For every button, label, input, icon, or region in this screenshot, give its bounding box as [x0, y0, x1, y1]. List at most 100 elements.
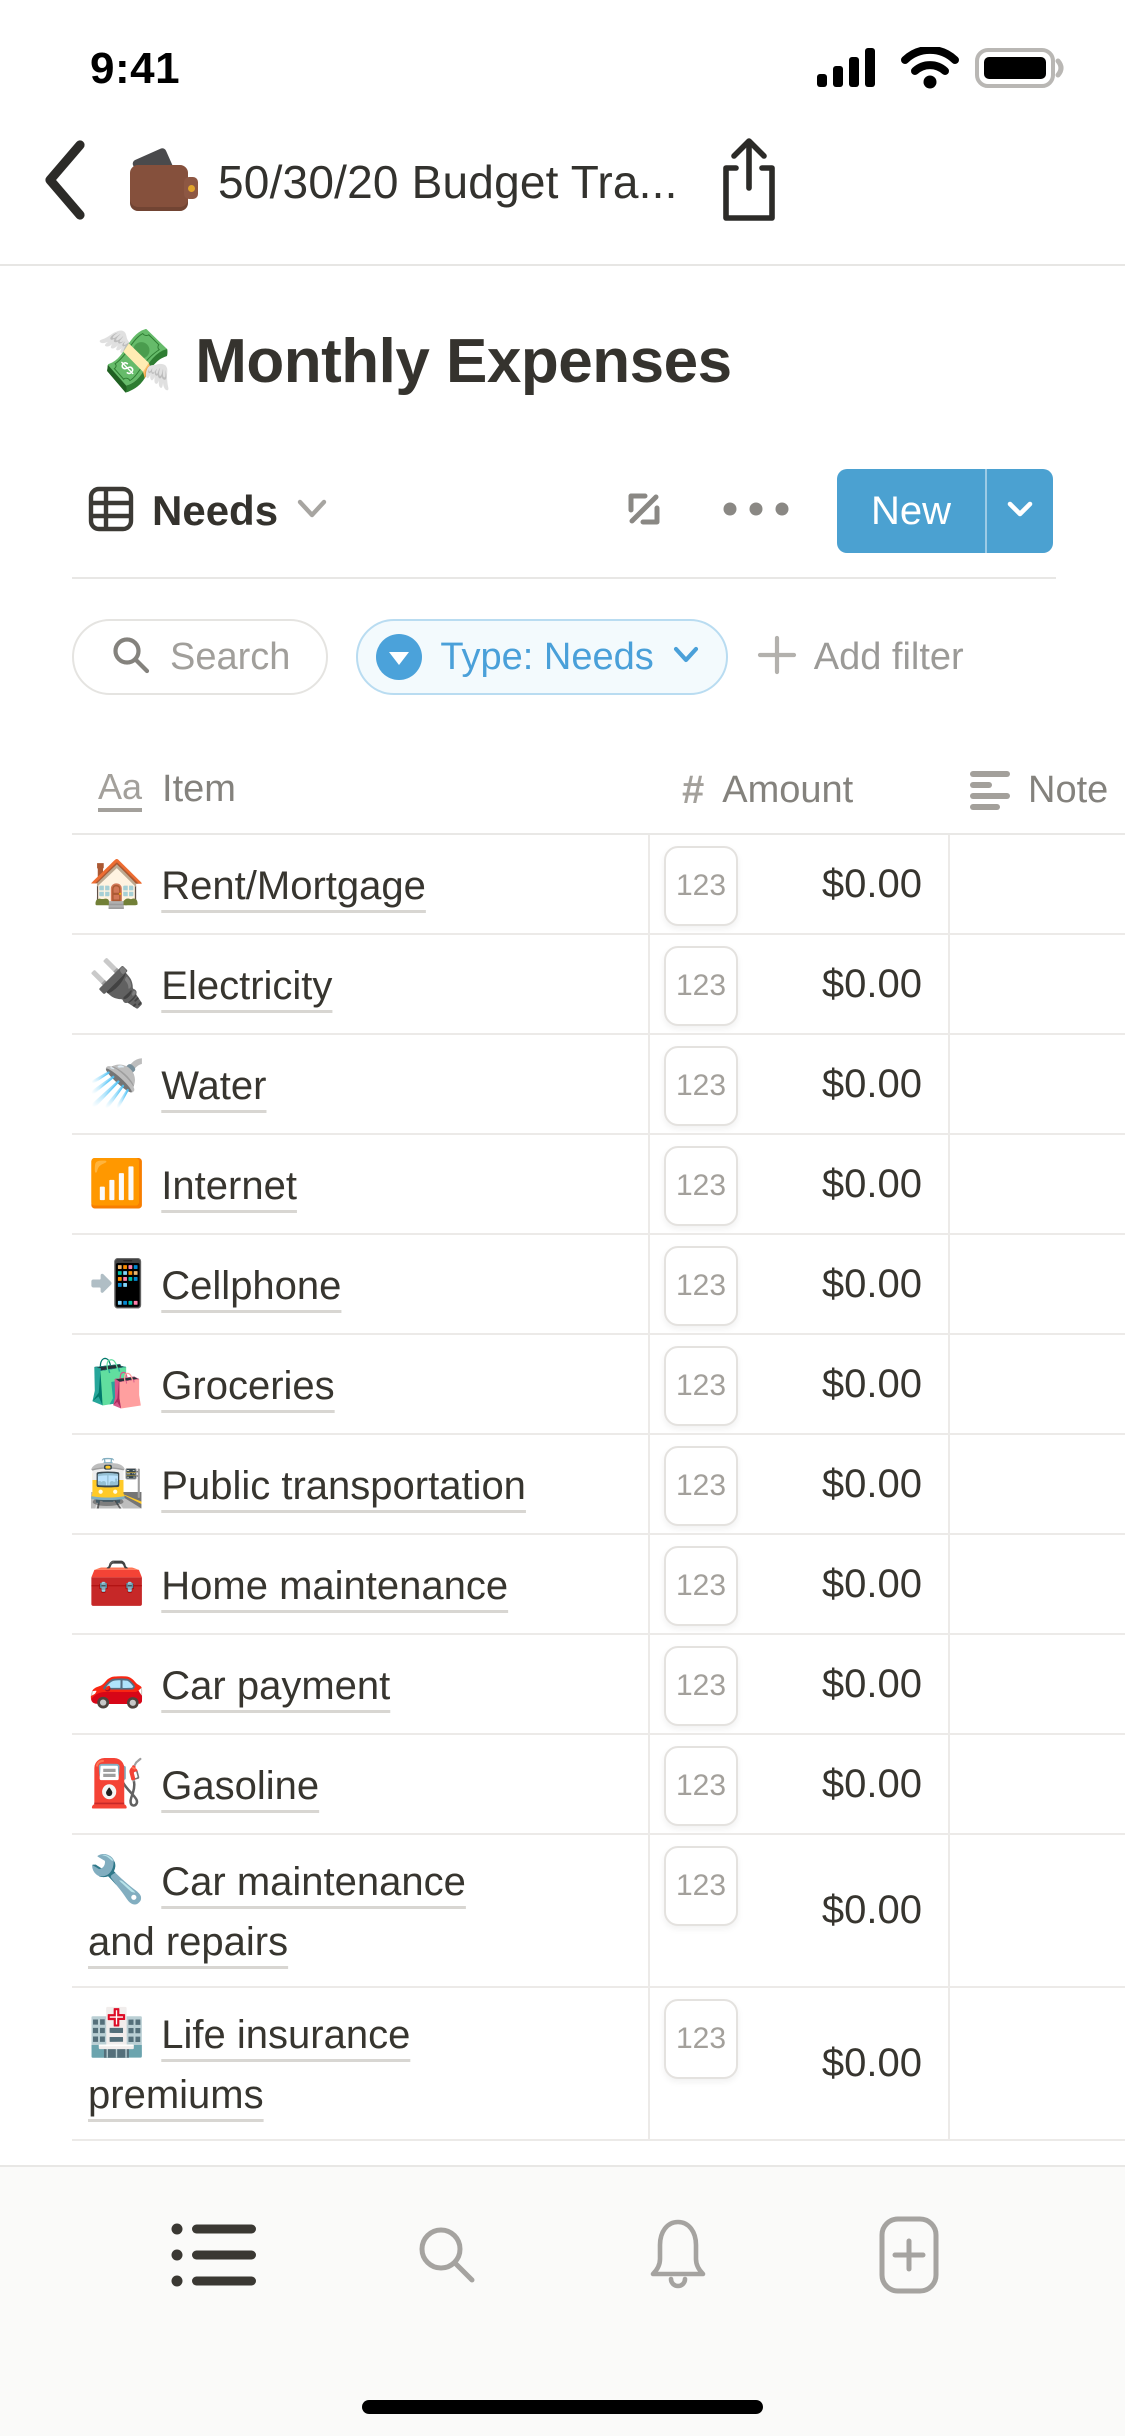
expand-view-button[interactable]: [615, 480, 673, 543]
cellular-signal-icon: [817, 48, 885, 93]
search-field[interactable]: Search: [72, 619, 329, 695]
back-button[interactable]: [40, 132, 110, 232]
note-cell[interactable]: [948, 1835, 1125, 1986]
nav-page-title: 50/30/20 Budget Tra...: [218, 156, 678, 208]
amount-value: $0.00: [821, 1761, 922, 1806]
item-cell[interactable]: 🛍️ Groceries: [72, 1335, 648, 1433]
filter-funnel-icon: [376, 634, 423, 680]
table-row: 🧰 Home maintenance 123 $0.00: [72, 1535, 1125, 1635]
column-label: Amount: [722, 768, 854, 811]
view-name: Needs: [152, 487, 279, 534]
table-row: 🚗 Car payment 123 $0.00: [72, 1635, 1125, 1735]
note-cell[interactable]: [948, 1135, 1125, 1233]
new-button-group: New: [836, 469, 1053, 553]
item-label: Electricity: [161, 963, 333, 1008]
status-bar: 9:41: [0, 0, 1125, 100]
nav-item-notifications[interactable]: [630, 2211, 726, 2303]
item-emoji: 🧰: [88, 1556, 146, 1609]
amount-cell[interactable]: 123 $0.00: [648, 1035, 948, 1133]
item-cell[interactable]: 🚉 Public transportation: [72, 1435, 648, 1533]
item-label: Groceries: [161, 1363, 335, 1408]
column-header-note[interactable]: Note: [948, 769, 1125, 812]
toolbar-divider: [72, 577, 1056, 579]
number-badge: 123: [664, 1746, 738, 1826]
amount-value: $0.00: [821, 1461, 922, 1506]
share-icon: [712, 134, 786, 231]
table-row: ⛽ Gasoline 123 $0.00: [72, 1735, 1125, 1835]
item-label: Life insurance premiums: [88, 2013, 411, 2117]
amount-cell[interactable]: 123 $0.00: [648, 835, 948, 933]
item-cell[interactable]: 🔧 Car maintenance and repairs: [72, 1835, 648, 1986]
note-cell[interactable]: [948, 1435, 1125, 1533]
item-cell[interactable]: ⛽ Gasoline: [72, 1735, 648, 1833]
nav-item-search[interactable]: [399, 2211, 495, 2303]
item-cell[interactable]: 🏥 Life insurance premiums: [72, 1988, 648, 2139]
home-indicator: [362, 2400, 763, 2414]
bottom-nav: [0, 2165, 1125, 2436]
add-filter-button[interactable]: Add filter: [756, 634, 964, 681]
item-emoji: ⛽: [88, 1756, 146, 1809]
amount-cell[interactable]: 123 $0.00: [648, 1435, 948, 1533]
amount-cell[interactable]: 123 $0.00: [648, 1835, 948, 1986]
item-cell[interactable]: 🧰 Home maintenance: [72, 1535, 648, 1633]
item-emoji: 🏠: [88, 856, 146, 909]
ellipsis-icon: [721, 501, 791, 522]
amount-cell[interactable]: 123 $0.00: [648, 1535, 948, 1633]
column-header-item[interactable]: Aa Item: [72, 768, 648, 812]
amount-cell[interactable]: 123 $0.00: [648, 1635, 948, 1733]
item-label: Car payment: [161, 1663, 391, 1708]
item-label: Public transportation: [161, 1463, 526, 1508]
text-lines-icon: [970, 770, 1010, 810]
list-menu-icon: [170, 2220, 262, 2295]
item-cell[interactable]: 🚿 Water: [72, 1035, 648, 1133]
new-dropdown-button[interactable]: [987, 469, 1053, 553]
note-cell[interactable]: [948, 1335, 1125, 1433]
number-badge: 123: [664, 1999, 738, 2079]
note-cell[interactable]: [948, 1635, 1125, 1733]
note-cell[interactable]: [948, 1988, 1125, 2139]
nav-bar: 50/30/20 Budget Tra...: [0, 100, 1125, 266]
table-body: 🏠 Rent/Mortgage 123 $0.00 🔌 Electricity 12…: [72, 835, 1125, 2141]
nav-item-create[interactable]: [861, 2211, 957, 2303]
note-cell[interactable]: [948, 1735, 1125, 1833]
nav-item-list[interactable]: [168, 2211, 264, 2303]
chevron-left-icon: [40, 137, 90, 228]
table-row: 🏥 Life insurance premiums 123 $0.00: [72, 1988, 1125, 2141]
column-header-amount[interactable]: # Amount: [648, 768, 948, 813]
item-label: Internet: [161, 1163, 297, 1208]
amount-cell[interactable]: 123 $0.00: [648, 1735, 948, 1833]
number-badge: 123: [664, 1346, 738, 1426]
new-button[interactable]: New: [870, 488, 951, 533]
amount-cell[interactable]: 123 $0.00: [648, 935, 948, 1033]
note-cell[interactable]: [948, 935, 1125, 1033]
item-cell[interactable]: 🚗 Car payment: [72, 1635, 648, 1733]
table-row: 🚉 Public transportation 123 $0.00: [72, 1435, 1125, 1535]
item-cell[interactable]: 📶 Internet: [72, 1135, 648, 1233]
amount-cell[interactable]: 123 $0.00: [648, 1235, 948, 1333]
item-cell[interactable]: 📲 Cellphone: [72, 1235, 648, 1333]
amount-cell[interactable]: 123 $0.00: [648, 1988, 948, 2139]
number-badge: 123: [664, 1046, 738, 1126]
amount-cell[interactable]: 123 $0.00: [648, 1135, 948, 1233]
share-button[interactable]: [712, 134, 786, 231]
table-view-icon: [88, 486, 134, 537]
amount-cell[interactable]: 123 $0.00: [648, 1335, 948, 1433]
note-cell[interactable]: [948, 835, 1125, 933]
item-cell[interactable]: 🏠 Rent/Mortgage: [72, 835, 648, 933]
note-cell[interactable]: [948, 1035, 1125, 1133]
item-label: Rent/Mortgage: [161, 863, 426, 908]
item-cell[interactable]: 🔌 Electricity: [72, 935, 648, 1033]
note-cell[interactable]: [948, 1235, 1125, 1333]
item-emoji: 🔌: [88, 956, 146, 1009]
filter-chip-type-needs[interactable]: Type: Needs: [356, 619, 728, 695]
more-options-button[interactable]: [721, 501, 791, 522]
table-row: 🔌 Electricity 123 $0.00: [72, 935, 1125, 1035]
amount-value: $0.00: [821, 1261, 922, 1306]
note-cell[interactable]: [948, 1535, 1125, 1633]
item-emoji: 📲: [88, 1256, 146, 1309]
text-property-icon: Aa: [98, 768, 143, 812]
view-selector[interactable]: Needs: [88, 486, 328, 537]
table-header: Aa Item # Amount Note: [72, 747, 1125, 835]
amount-value: $0.00: [821, 861, 922, 906]
